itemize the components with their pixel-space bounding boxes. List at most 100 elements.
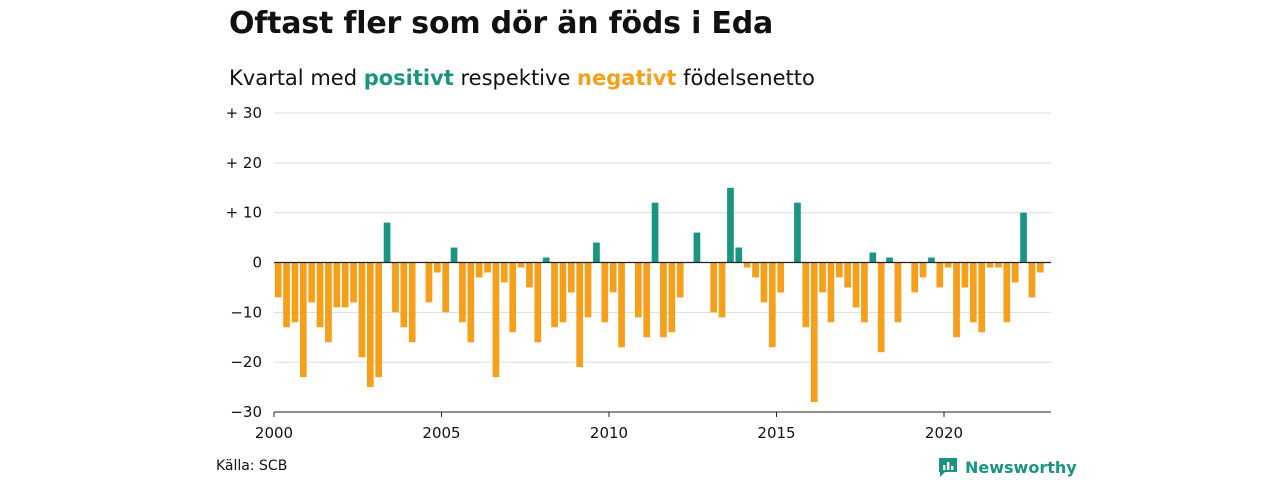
y-tick-label: −30 [230, 403, 262, 421]
bar [835, 262, 843, 278]
bar [274, 262, 282, 298]
bar [475, 262, 483, 278]
bar [827, 262, 835, 323]
bar [953, 262, 960, 338]
bar [718, 262, 726, 318]
bar [995, 262, 1002, 268]
bar [894, 262, 902, 323]
bar [643, 262, 651, 338]
bar [919, 262, 927, 278]
bar [768, 262, 776, 348]
bar [350, 262, 357, 303]
bar [1028, 262, 1036, 298]
bar [459, 262, 466, 323]
y-tick-label: + 20 [226, 154, 262, 172]
newsworthy-logo: Newsworthy [937, 456, 1077, 478]
subtitle-prefix: Kvartal med [229, 66, 364, 90]
x-tick-label: 2015 [757, 424, 795, 442]
bar [794, 202, 801, 263]
bar [358, 262, 366, 358]
bar [735, 247, 743, 263]
y-tick-label: + 10 [226, 204, 262, 222]
bar [392, 262, 399, 313]
bar [325, 262, 332, 343]
bar [291, 262, 299, 323]
bar [283, 262, 290, 328]
bar [576, 262, 584, 368]
bar [852, 262, 860, 308]
y-tick-label: 0 [252, 254, 262, 272]
x-tick-label: 2020 [925, 424, 963, 442]
x-tick-label: 2005 [422, 424, 460, 442]
bar [1011, 262, 1019, 283]
bar [618, 262, 625, 348]
bar [660, 262, 667, 338]
bar [710, 262, 718, 313]
bar [693, 232, 701, 263]
bar [877, 262, 885, 353]
y-tick-label: + 30 [226, 104, 262, 122]
bar [366, 262, 374, 388]
bar [500, 262, 508, 283]
bar [936, 262, 944, 288]
bar [433, 262, 441, 273]
bar [526, 262, 533, 288]
bar [861, 262, 868, 323]
bar [450, 247, 458, 263]
bar [299, 262, 307, 378]
bar [810, 262, 818, 403]
bar [634, 262, 642, 318]
chart-title: Oftast fler som dör än föds i Eda [229, 6, 774, 41]
bar [534, 262, 542, 343]
bar [961, 262, 969, 288]
bar [442, 262, 450, 313]
bar [567, 262, 575, 293]
bar [341, 262, 349, 308]
bar [559, 262, 567, 323]
bar [425, 262, 433, 303]
bar [944, 262, 952, 268]
bar [969, 262, 977, 323]
chart-subtitle: Kvartal med positivt respektive negativt… [229, 66, 815, 90]
y-tick-label: −20 [230, 353, 262, 371]
bar [400, 262, 408, 328]
bar [802, 262, 810, 328]
bar [517, 262, 525, 268]
bar [408, 262, 416, 343]
bar [986, 262, 994, 268]
bar [978, 262, 986, 333]
bar [869, 252, 877, 263]
subtitle-negative: negativt [577, 66, 677, 90]
bar [668, 262, 676, 333]
subtitle-positive: positivt [363, 66, 454, 90]
source-label: Källa: SCB [216, 458, 288, 474]
bar [601, 262, 609, 323]
bar [383, 222, 391, 263]
bar [651, 202, 659, 263]
bar [844, 262, 852, 288]
bar [727, 187, 734, 263]
x-tick-label: 2010 [590, 424, 628, 442]
bar [1020, 212, 1027, 263]
bar [316, 262, 324, 328]
bar [752, 262, 759, 278]
bar [484, 262, 491, 273]
bar [593, 242, 600, 263]
bar [819, 262, 826, 293]
bar [1036, 262, 1044, 273]
bar [333, 262, 341, 308]
bar [1003, 262, 1011, 323]
y-tick-label: −10 [230, 303, 262, 321]
bar [542, 257, 550, 263]
bar [467, 262, 475, 343]
bar [928, 257, 935, 263]
logo-text: Newsworthy [965, 457, 1077, 477]
bar [743, 262, 751, 268]
bar [676, 262, 684, 298]
bar [584, 262, 592, 318]
subtitle-suffix: födelsenetto [676, 66, 815, 90]
bar [911, 262, 919, 293]
bar [609, 262, 617, 293]
subtitle-middle: respektive [453, 66, 578, 90]
bar [760, 262, 768, 303]
